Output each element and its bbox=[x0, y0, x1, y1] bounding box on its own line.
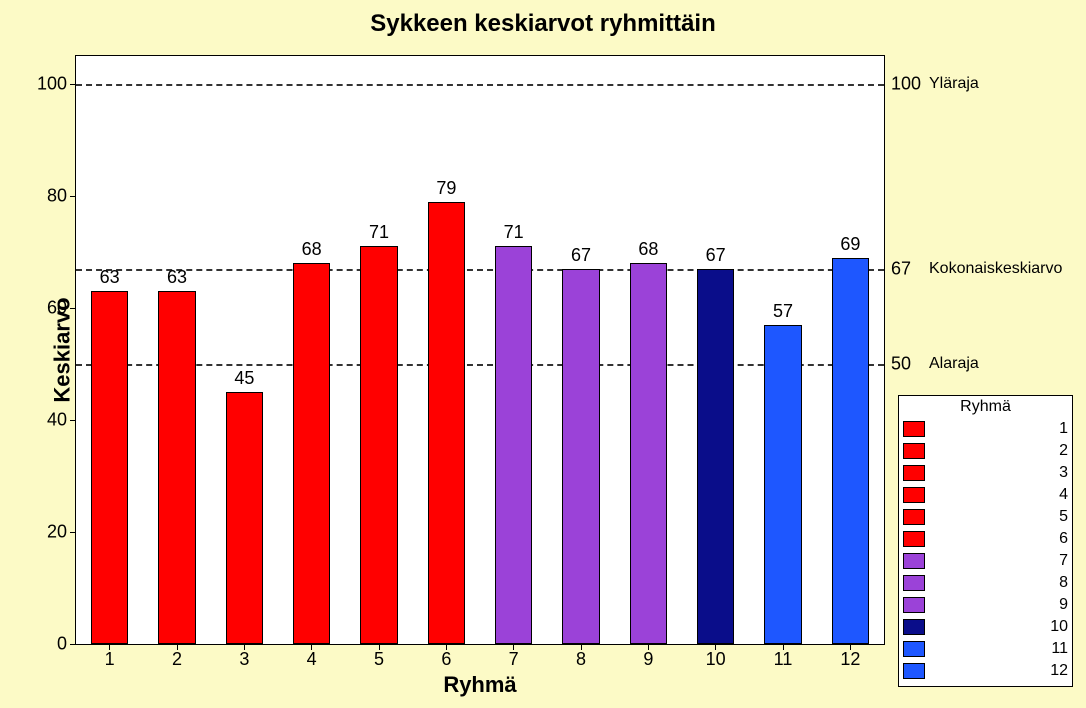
legend-label: 11 bbox=[931, 640, 1068, 658]
y-tick-label: 60 bbox=[47, 298, 67, 319]
legend-label: 8 bbox=[931, 574, 1068, 592]
x-tick-label: 7 bbox=[509, 649, 519, 670]
legend-title: Ryhmä bbox=[903, 398, 1068, 416]
legend-swatch bbox=[903, 553, 925, 569]
legend-swatch bbox=[903, 619, 925, 635]
y-tick-label: 100 bbox=[37, 74, 67, 95]
reference-line bbox=[76, 364, 884, 366]
legend-label: 7 bbox=[931, 552, 1068, 570]
bar bbox=[562, 269, 599, 644]
legend-label: 2 bbox=[931, 442, 1068, 460]
plot-area: 631632453684715796717678689671057116912 bbox=[75, 55, 885, 645]
x-axis-label: Ryhmä bbox=[75, 672, 885, 698]
legend-swatch bbox=[903, 443, 925, 459]
reference-label: Yläraja bbox=[929, 75, 979, 93]
reference-label: Alaraja bbox=[929, 355, 979, 373]
legend-item: 1 bbox=[903, 418, 1068, 440]
y-tick-label: 20 bbox=[47, 522, 67, 543]
legend-item: 8 bbox=[903, 572, 1068, 594]
bar-value-label: 68 bbox=[638, 239, 658, 260]
legend-swatch bbox=[903, 421, 925, 437]
bar-value-label: 69 bbox=[840, 234, 860, 255]
legend-item: 6 bbox=[903, 528, 1068, 550]
legend-label: 6 bbox=[931, 530, 1068, 548]
reference-line bbox=[76, 84, 884, 86]
legend-label: 10 bbox=[931, 618, 1068, 636]
legend-swatch bbox=[903, 575, 925, 591]
bar-value-label: 67 bbox=[571, 245, 591, 266]
bar-value-label: 67 bbox=[706, 245, 726, 266]
y-tick-label: 40 bbox=[47, 410, 67, 431]
chart-title: Sykkeen keskiarvot ryhmittäin bbox=[0, 10, 1086, 38]
legend-swatch bbox=[903, 509, 925, 525]
bar bbox=[91, 291, 128, 644]
reference-value: 67 bbox=[891, 258, 911, 279]
reference-line bbox=[76, 269, 884, 271]
legend-label: 12 bbox=[931, 662, 1068, 680]
bar-value-label: 63 bbox=[167, 267, 187, 288]
legend-swatch bbox=[903, 531, 925, 547]
legend-item: 12 bbox=[903, 660, 1068, 682]
x-tick-label: 4 bbox=[307, 649, 317, 670]
bar-value-label: 71 bbox=[369, 222, 389, 243]
bar bbox=[360, 246, 397, 644]
legend-item: 7 bbox=[903, 550, 1068, 572]
x-tick-label: 3 bbox=[239, 649, 249, 670]
x-tick-label: 10 bbox=[706, 649, 726, 670]
legend-swatch bbox=[903, 641, 925, 657]
x-tick-label: 2 bbox=[172, 649, 182, 670]
bar-value-label: 71 bbox=[504, 222, 524, 243]
bar-value-label: 79 bbox=[436, 178, 456, 199]
bar bbox=[428, 202, 465, 644]
bar bbox=[630, 263, 667, 644]
x-tick-label: 1 bbox=[105, 649, 115, 670]
legend-swatch bbox=[903, 487, 925, 503]
bar bbox=[764, 325, 801, 644]
legend-item: 3 bbox=[903, 462, 1068, 484]
legend-item: 10 bbox=[903, 616, 1068, 638]
bar-value-label: 57 bbox=[773, 301, 793, 322]
legend-item: 5 bbox=[903, 506, 1068, 528]
bar bbox=[293, 263, 330, 644]
x-tick-label: 5 bbox=[374, 649, 384, 670]
x-tick-label: 9 bbox=[643, 649, 653, 670]
x-tick-label: 11 bbox=[774, 649, 793, 670]
reference-value: 100 bbox=[891, 74, 921, 95]
bar-value-label: 68 bbox=[302, 239, 322, 260]
x-tick-label: 6 bbox=[441, 649, 451, 670]
legend-swatch bbox=[903, 597, 925, 613]
legend-swatch bbox=[903, 465, 925, 481]
legend-label: 4 bbox=[931, 486, 1068, 504]
x-tick-label: 8 bbox=[576, 649, 586, 670]
bar bbox=[226, 392, 263, 644]
bar bbox=[158, 291, 195, 644]
reference-label: Kokonaiskeskiarvo bbox=[929, 260, 1062, 278]
legend-label: 1 bbox=[931, 420, 1068, 438]
legend-item: 9 bbox=[903, 594, 1068, 616]
x-tick-label: 12 bbox=[840, 649, 860, 670]
bar bbox=[697, 269, 734, 644]
bar-value-label: 45 bbox=[234, 368, 254, 389]
legend-item: 2 bbox=[903, 440, 1068, 462]
legend: Ryhmä 123456789101112 bbox=[898, 395, 1073, 687]
legend-item: 4 bbox=[903, 484, 1068, 506]
bar bbox=[832, 258, 869, 644]
y-tick-label: 80 bbox=[47, 186, 67, 207]
legend-item: 11 bbox=[903, 638, 1068, 660]
bar-value-label: 63 bbox=[100, 267, 120, 288]
legend-swatch bbox=[903, 663, 925, 679]
legend-label: 3 bbox=[931, 464, 1068, 482]
bar bbox=[495, 246, 532, 644]
reference-value: 50 bbox=[891, 354, 911, 375]
chart-canvas: Sykkeen keskiarvot ryhmittäin 6316324536… bbox=[0, 0, 1086, 708]
legend-label: 5 bbox=[931, 508, 1068, 526]
y-tick-label: 0 bbox=[57, 634, 67, 655]
legend-label: 9 bbox=[931, 596, 1068, 614]
